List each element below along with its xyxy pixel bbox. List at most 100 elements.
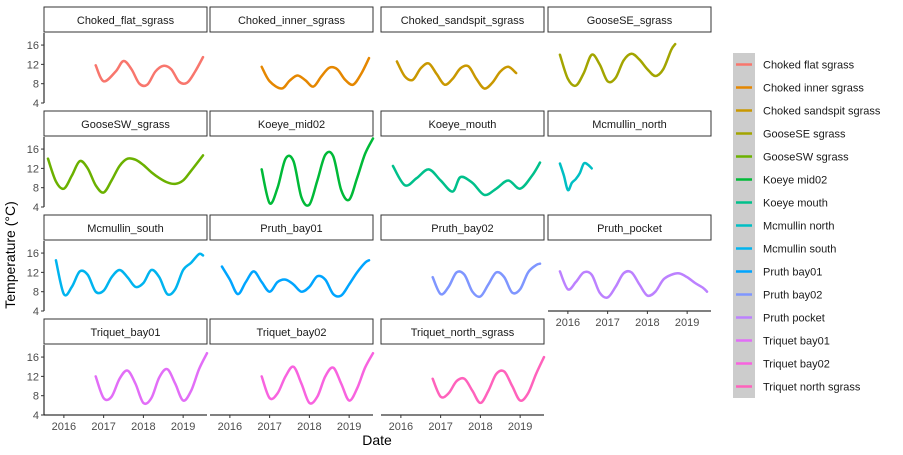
legend-label: GooseSE sgrass — [763, 129, 846, 141]
series-line — [395, 60, 518, 90]
facet-strip-label: Mcmullin_south — [87, 223, 163, 235]
series-line — [558, 42, 677, 88]
facet-panel: Mcmullin_south 4 8 12 16 — [27, 214, 208, 318]
facet-strip — [209, 110, 374, 137]
series-line — [94, 351, 209, 406]
y-tick-label: 16 — [27, 40, 39, 52]
x-tick-label: 2017 — [595, 317, 619, 329]
y-tick-label: 4 — [33, 202, 39, 214]
y-tick-label: 8 — [33, 183, 39, 195]
facet-strip-label: Pruth_pocket — [597, 223, 662, 235]
facet-strip-label: Koeye_mouth — [429, 119, 497, 131]
x-tick-label: 2018 — [131, 421, 155, 433]
facet-panel: Choked_flat_sgrass 4 8 12 16 — [27, 6, 208, 110]
legend-label: Pruth bay02 — [763, 290, 822, 302]
facet-strip-label: Triquet_bay02 — [257, 327, 327, 339]
facet-panel: Pruth_bay01 — [209, 214, 374, 298]
facet-strip — [43, 214, 208, 241]
y-tick-label: 8 — [33, 391, 39, 403]
y-tick-label: 4 — [33, 306, 39, 318]
x-tick-label: 2016 — [52, 421, 76, 433]
facet-strip-label: Koeye_mid02 — [258, 119, 325, 131]
facet-panel: Choked_sandspit_sgrass — [380, 6, 545, 90]
facet-panel: GooseSW_sgrass 4 8 12 16 — [27, 110, 208, 214]
series-line — [391, 161, 542, 197]
facet-panel: Mcmullin_north — [547, 110, 712, 192]
legend-label: Triquet bay01 — [763, 336, 830, 348]
facet-strip — [380, 6, 545, 33]
facet-strip-label: Pruth_bay02 — [431, 223, 493, 235]
facet-strip-label: GooseSE_sgrass — [587, 15, 673, 27]
legend-label: Mcmullin south — [763, 244, 836, 256]
series-line — [558, 269, 709, 299]
legend-label: Triquet north sgrass — [763, 382, 861, 394]
series-line — [558, 161, 593, 192]
y-tick-label: 4 — [33, 410, 39, 422]
x-tick-label: 2016 — [556, 317, 580, 329]
x-tick-label: 2019 — [675, 317, 699, 329]
x-tick-label: 2019 — [171, 421, 195, 433]
series-line — [260, 56, 371, 90]
legend-label: Triquet bay02 — [763, 359, 830, 371]
legend-label: Choked sandspit sgrass — [763, 106, 881, 118]
facet-strip — [380, 214, 545, 241]
legend-label: Mcmullin north — [763, 221, 835, 233]
y-tick-label: 12 — [27, 59, 39, 71]
x-axis-label: Date — [362, 432, 392, 448]
legend-label: Pruth pocket — [763, 313, 825, 325]
y-tick-label: 12 — [27, 163, 39, 175]
facet-panel: Koeye_mouth — [380, 110, 545, 197]
x-tick-label: 2019 — [508, 421, 532, 433]
facet-panel: Triquet_bay02 2016 2017 2018 2019 — [209, 318, 375, 433]
facet-panel: GooseSE_sgrass — [547, 6, 712, 88]
legend-label: Koeye mouth — [763, 198, 828, 210]
series-line — [431, 355, 546, 405]
legend-label: Pruth bay01 — [763, 267, 822, 279]
facet-panel: Triquet_north_sgrass 2016 2017 2018 2019 — [380, 318, 546, 433]
facet-strip — [209, 6, 374, 33]
facet-strip-label: GooseSW_sgrass — [81, 119, 170, 131]
series-line — [94, 55, 205, 88]
facet-strip — [380, 318, 545, 345]
facet-panel: Triquet_bay01 4 8 12 16 2016 2017 2018 2019 — [27, 318, 209, 433]
facet-strip — [547, 6, 712, 33]
facet-strip-label: Pruth_bay01 — [260, 223, 322, 235]
x-tick-label: 2019 — [337, 421, 361, 433]
facet-panel: Koeye_mid02 — [209, 110, 375, 207]
series-line — [54, 252, 205, 297]
x-tick-label: 2017 — [257, 421, 281, 433]
x-tick-label: 2018 — [297, 421, 321, 433]
facet-strip-label: Triquet_bay01 — [91, 327, 161, 339]
legend-label: Choked flat sgrass — [763, 60, 855, 72]
y-tick-label: 16 — [27, 248, 39, 260]
series-line — [260, 351, 375, 405]
facet-strip — [380, 110, 545, 137]
facet-strip-label: Mcmullin_north — [592, 119, 667, 131]
series-line — [431, 262, 542, 299]
facet-panel: Choked_inner_sgrass — [209, 6, 374, 90]
facet-strip — [209, 214, 374, 241]
x-tick-label: 2016 — [218, 421, 242, 433]
facet-strip — [43, 6, 208, 33]
x-tick-label: 2018 — [635, 317, 659, 329]
x-tick-label: 2017 — [428, 421, 452, 433]
facet-strip — [43, 318, 208, 345]
facet-strip-label: Choked_flat_sgrass — [77, 15, 175, 27]
facet-panel: Pruth_bay02 — [380, 214, 545, 299]
x-tick-label: 2016 — [389, 421, 413, 433]
legend-label: Choked inner sgrass — [763, 83, 864, 95]
facet-strip-label: Triquet_north_sgrass — [411, 327, 515, 339]
facet-strip — [547, 214, 712, 241]
series-line — [220, 259, 371, 298]
legend: Choked flat sgrass Choked inner sgrass Cho… — [733, 53, 881, 398]
y-tick-label: 8 — [33, 287, 39, 299]
series-line — [260, 137, 375, 207]
legend-label: GooseSW sgrass — [763, 152, 849, 164]
facet-strip — [209, 318, 374, 345]
y-tick-label: 8 — [33, 79, 39, 91]
x-tick-label: 2017 — [91, 421, 115, 433]
y-tick-label: 16 — [27, 144, 39, 156]
facet-strip — [547, 110, 712, 137]
facet-strip-label: Choked_sandspit_sgrass — [401, 15, 525, 27]
